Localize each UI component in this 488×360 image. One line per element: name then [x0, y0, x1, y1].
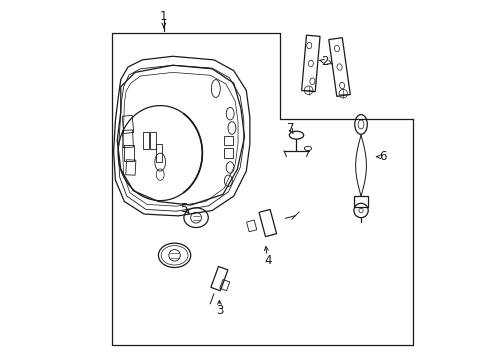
Bar	[149, 132, 156, 149]
Text: 6: 6	[378, 150, 386, 163]
Bar	[142, 132, 149, 149]
Text: 3: 3	[215, 305, 223, 318]
Text: 4: 4	[264, 254, 271, 267]
Text: 1: 1	[160, 10, 167, 23]
Text: 7: 7	[286, 122, 294, 135]
Bar	[156, 144, 162, 162]
Text: 5: 5	[180, 202, 187, 215]
Text: 2: 2	[321, 55, 328, 68]
Bar	[223, 136, 233, 145]
Bar	[223, 148, 233, 158]
